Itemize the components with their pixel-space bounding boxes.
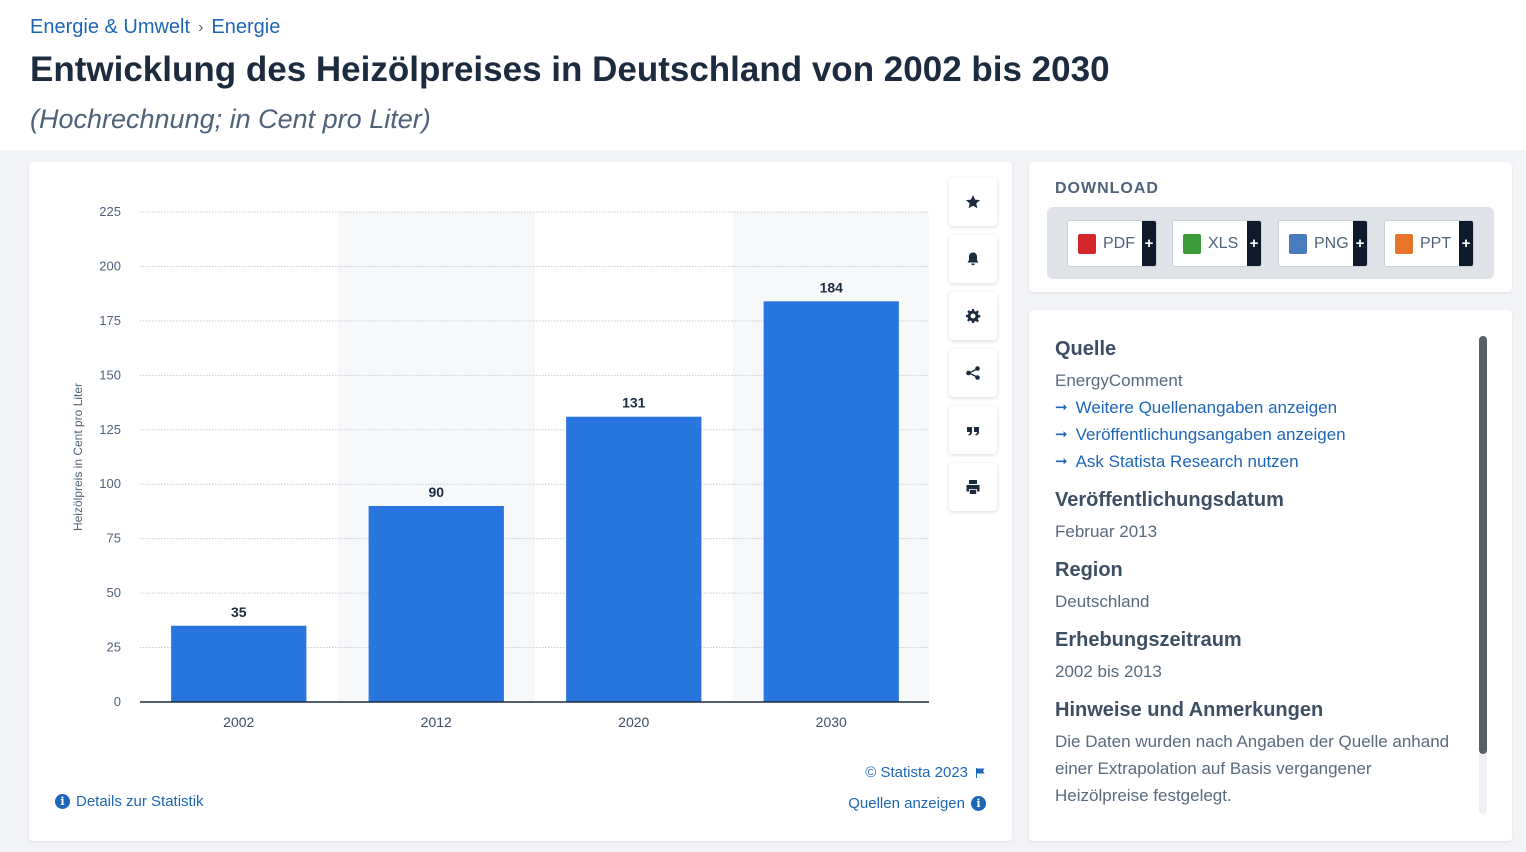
x-tick-label: 2020 [618, 714, 649, 730]
y-tick-label: 100 [99, 476, 121, 491]
download-title: DOWNLOAD [1055, 180, 1159, 197]
sources-link[interactable]: Quellen anzeigen i [848, 795, 986, 812]
plus-icon: + [1247, 221, 1261, 266]
survey-period-heading: Erhebungszeitraum [1055, 629, 1242, 651]
survey-period-value: 2002 bis 2013 [1055, 662, 1162, 681]
x-tick-label: 2030 [816, 714, 847, 730]
download-xls-button[interactable]: XLS + [1172, 220, 1262, 267]
y-tick-label: 175 [99, 313, 121, 328]
ask-research-label: Ask Statista Research nutzen [1075, 452, 1299, 471]
bar[interactable] [763, 301, 899, 702]
y-tick-label: 225 [99, 204, 121, 219]
bell-icon [967, 252, 979, 266]
print-button[interactable] [949, 463, 997, 511]
bar[interactable] [368, 506, 504, 702]
notes-value: Die Daten wurden nach Angaben der Quelle… [1055, 732, 1450, 805]
region-value: Deutschland [1055, 592, 1150, 611]
bar-chart: 0 25 50 75 100 125 150 175 200 225 35 90 131 184 200… [71, 204, 929, 730]
pdf-file-icon [1078, 233, 1096, 254]
download-card: DOWNLOAD PDF + XLS + PNG + PPT + [1029, 162, 1512, 292]
arrow-right-icon: ➞ [1055, 399, 1068, 416]
notes-heading: Hinweise und Anmerkungen [1055, 699, 1324, 721]
plus-icon: + [1353, 221, 1367, 266]
settings-button[interactable] [949, 292, 997, 340]
breadcrumb-separator: › [198, 18, 204, 36]
y-tick-label: 50 [107, 585, 121, 600]
region-heading: Region [1055, 559, 1123, 581]
flag-icon [976, 767, 985, 778]
png-file-icon [1289, 233, 1307, 254]
y-tick-label: 200 [99, 258, 121, 273]
info-card: Quelle EnergyComment ➞ Weitere Quellenan… [1029, 310, 1512, 841]
download-ppt-label: PPT [1420, 234, 1452, 252]
data-label: 35 [231, 604, 247, 620]
details-link[interactable]: i Details zur Statistik [55, 793, 204, 810]
data-label: 131 [622, 395, 646, 411]
info-icon: i [971, 796, 986, 811]
share-icon [966, 366, 980, 380]
download-pdf-button[interactable]: PDF + [1067, 220, 1157, 267]
data-label: 184 [820, 279, 844, 295]
x-tick-label: 2002 [223, 714, 254, 730]
source-heading: Quelle [1055, 338, 1117, 360]
more-sources-label: Weitere Quellenangaben anzeigen [1075, 398, 1338, 417]
bar[interactable] [566, 416, 702, 702]
data-label: 90 [428, 484, 444, 500]
y-tick-label: 150 [99, 367, 121, 382]
cite-button[interactable] [949, 406, 997, 454]
arrow-right-icon: ➞ [1055, 426, 1068, 443]
page-title: Entwicklung des Heizölpreises in Deutsch… [30, 50, 1110, 89]
page-subtitle: (Hochrechnung; in Cent pro Liter) [30, 104, 431, 134]
publication-date-value: Februar 2013 [1055, 522, 1158, 541]
y-axis-label: Heizölpreis in Cent pro Liter [71, 383, 85, 531]
info-content: Quelle EnergyComment ➞ Weitere Quellenan… [1055, 338, 1465, 823]
info-icon: i [55, 794, 70, 809]
plus-icon: + [1142, 221, 1156, 266]
y-tick-label: 0 [114, 694, 121, 709]
plus-icon: + [1459, 221, 1473, 266]
quote-icon [967, 427, 979, 436]
copyright-text: © Statista 2023 [865, 764, 968, 781]
download-png-button[interactable]: PNG + [1278, 220, 1368, 267]
breadcrumb: Energie & Umwelt › Energie [30, 16, 280, 39]
publication-info-label: Veröffentlichungsangaben anzeigen [1075, 425, 1346, 444]
download-pdf-label: PDF [1103, 234, 1135, 252]
publication-date-heading: Veröffentlichungsdatum [1055, 489, 1284, 511]
download-ppt-button[interactable]: PPT + [1384, 220, 1474, 267]
bar[interactable] [171, 625, 307, 702]
copyright-notice[interactable]: © Statista 2023 [865, 764, 986, 781]
more-sources-link[interactable]: ➞ Weitere Quellenangaben anzeigen [1055, 394, 1465, 421]
share-button[interactable] [949, 349, 997, 397]
breadcrumb-item-energie-umwelt[interactable]: Energie & Umwelt [30, 16, 191, 38]
download-xls-label: XLS [1208, 234, 1239, 252]
xls-file-icon [1183, 233, 1201, 254]
publication-info-link[interactable]: ➞ Veröffentlichungsangaben anzeigen [1055, 421, 1465, 448]
print-icon [966, 480, 980, 494]
favorite-button[interactable] [949, 178, 997, 226]
download-png-label: PNG [1314, 234, 1349, 252]
details-link-label: Details zur Statistik [76, 793, 204, 810]
source-value: EnergyComment [1055, 371, 1183, 390]
page-header: Energie & Umwelt › Energie Entwicklung d… [0, 0, 1526, 150]
notification-button[interactable] [949, 235, 997, 283]
arrow-right-icon: ➞ [1055, 453, 1068, 470]
ppt-file-icon [1395, 233, 1413, 254]
scrollbar-thumb[interactable] [1479, 336, 1487, 754]
chart-toolbar [949, 178, 997, 511]
y-tick-label: 75 [107, 531, 121, 546]
breadcrumb-item-energie[interactable]: Energie [211, 16, 281, 38]
gear-icon [966, 309, 981, 323]
y-tick-label: 125 [99, 422, 121, 437]
star-icon [965, 195, 981, 209]
sources-link-label: Quellen anzeigen [848, 795, 965, 812]
download-tray: PDF + XLS + PNG + PPT + [1047, 207, 1494, 279]
x-tick-label: 2012 [421, 714, 452, 730]
ask-research-link[interactable]: ➞ Ask Statista Research nutzen [1055, 448, 1465, 475]
chart-card: 0 25 50 75 100 125 150 175 200 225 35 90 131 184 200… [29, 162, 1012, 841]
y-tick-label: 25 [107, 640, 121, 655]
